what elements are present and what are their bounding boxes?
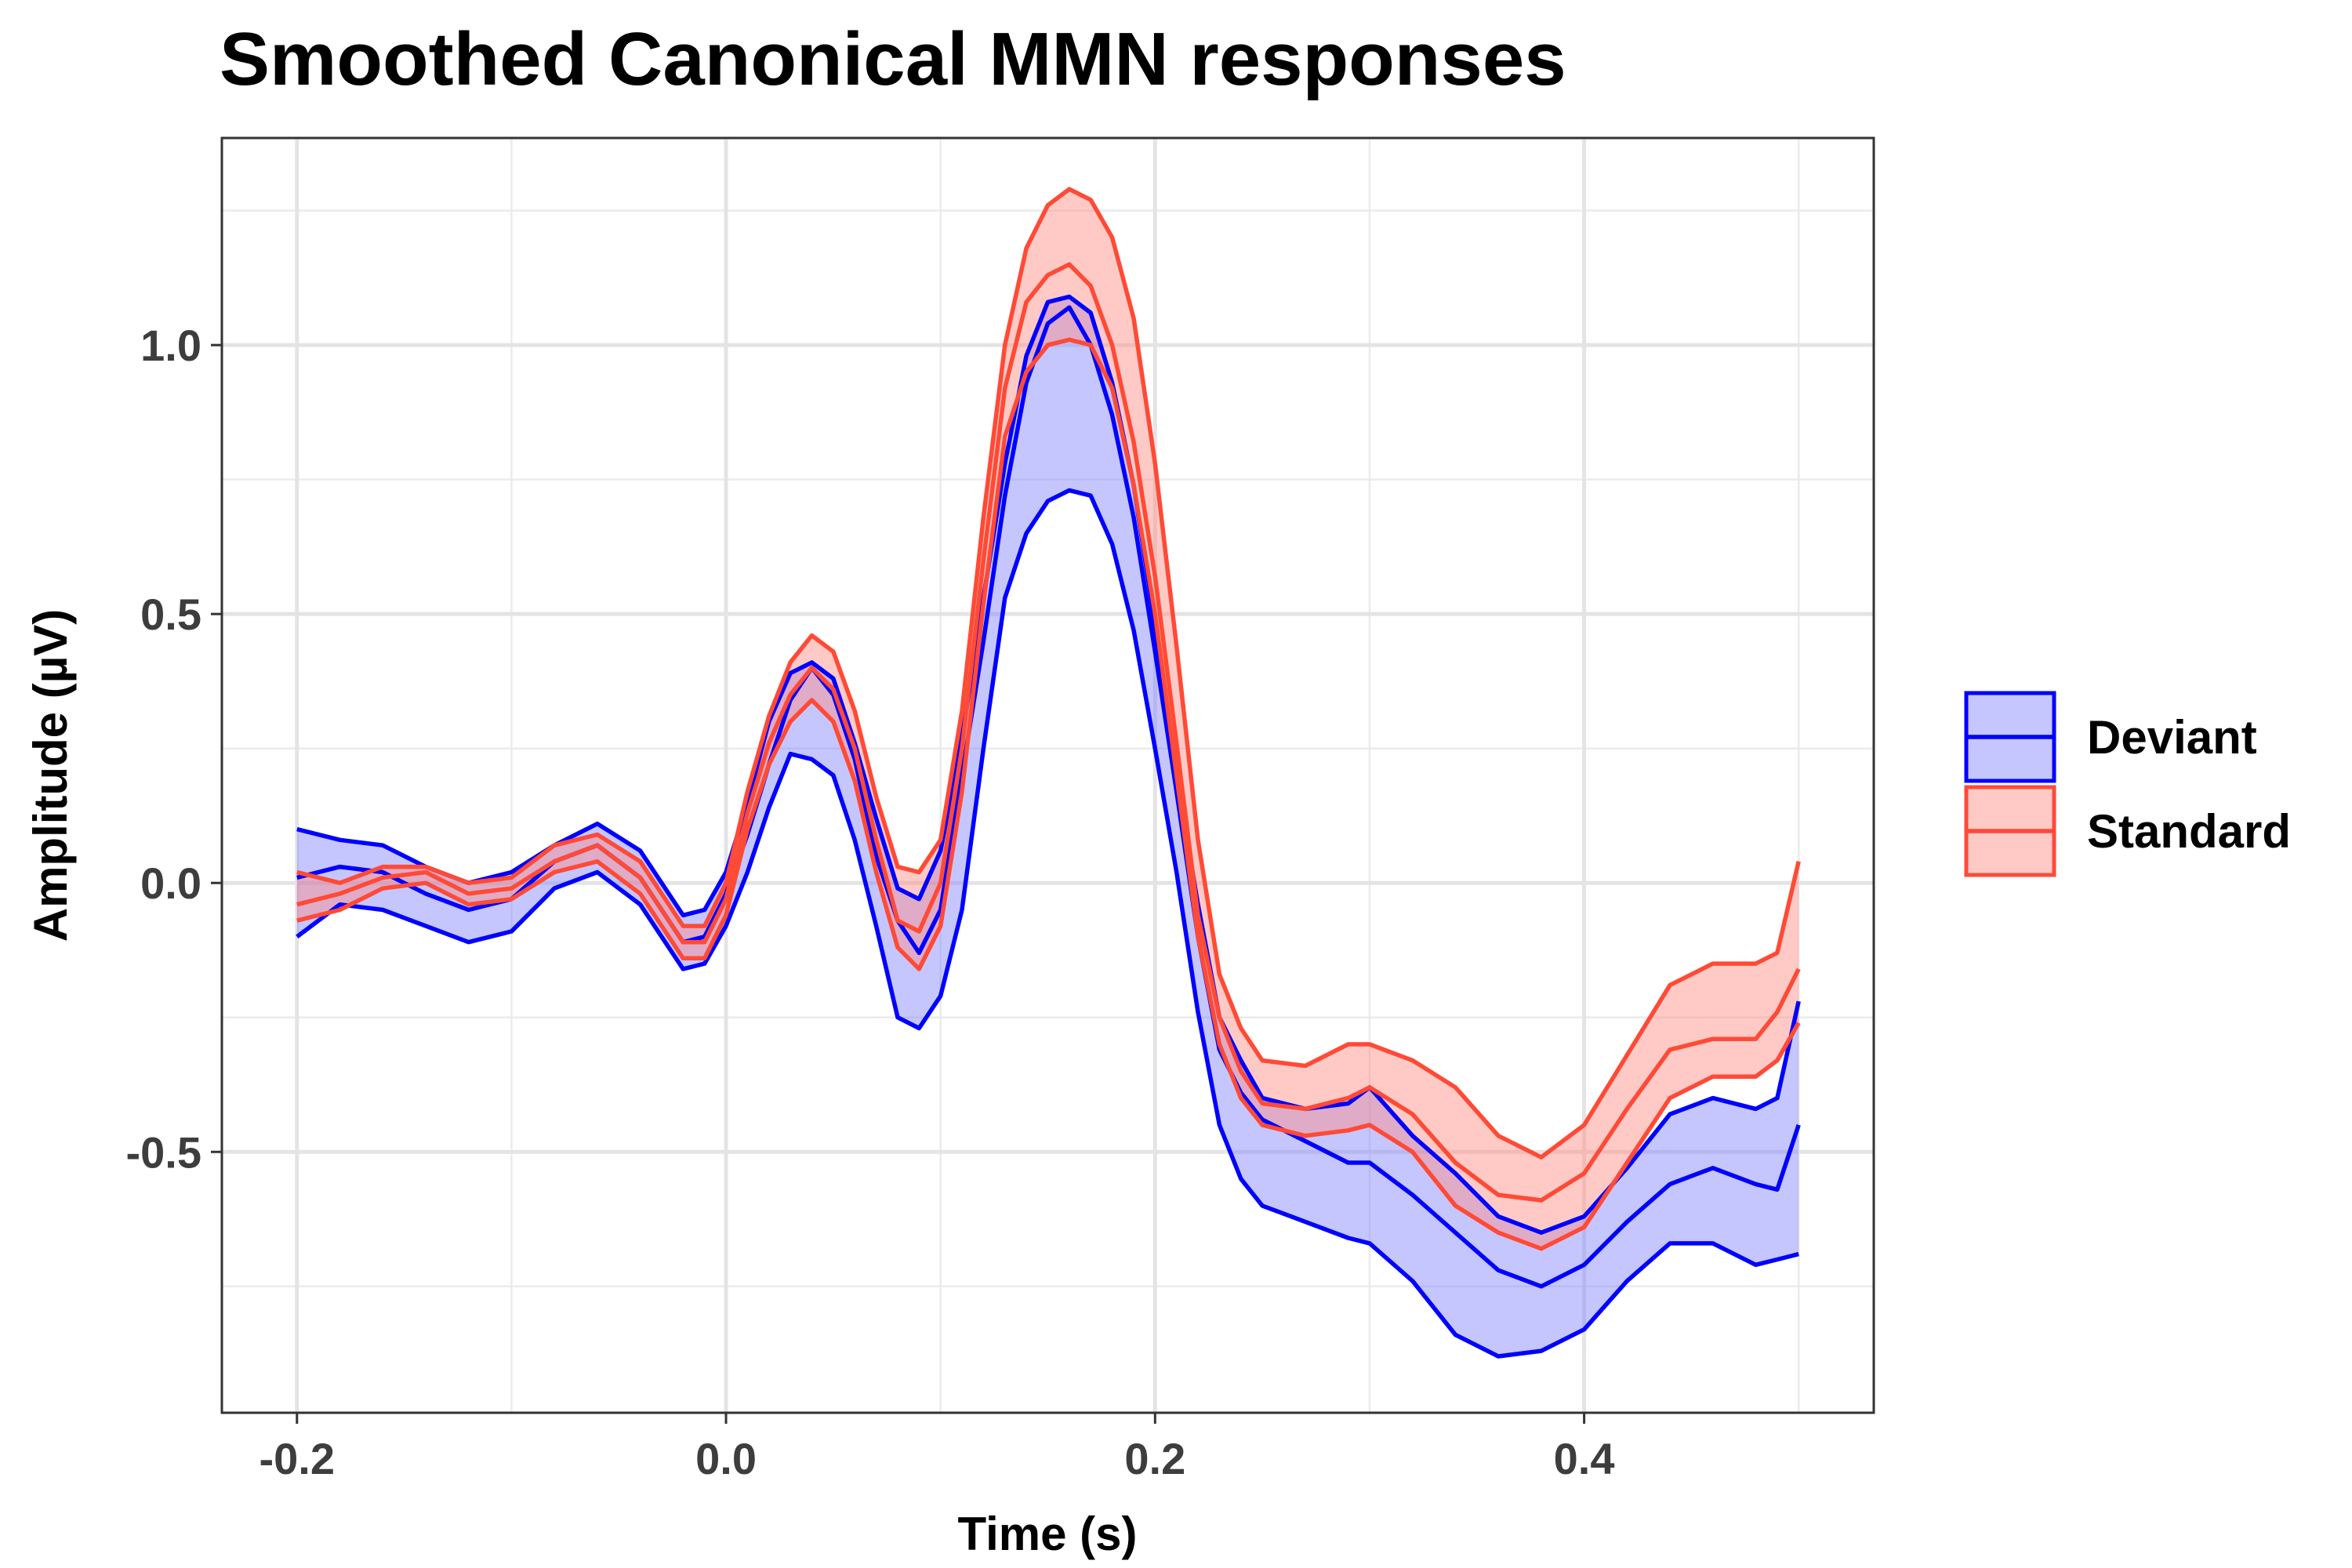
grid-minor bbox=[222, 138, 1874, 1413]
chart-title: Smoothed Canonical MMN responses bbox=[220, 17, 1566, 101]
x-axis-title: Time (s) bbox=[958, 1508, 1138, 1560]
x-axis: -0.2 0.0 0.2 0.4 bbox=[260, 1413, 1615, 1483]
y-tick-label-3: 1.0 bbox=[140, 321, 201, 370]
standard-mean-line bbox=[296, 262, 1801, 1203]
deviant-ribbon bbox=[296, 296, 1799, 1356]
y-axis-title: Amplitude (µV) bbox=[24, 609, 77, 942]
y-tick-label-2: 0.5 bbox=[140, 590, 201, 639]
standard-upper-bound bbox=[296, 187, 1801, 1160]
legend: Deviant Standard bbox=[1964, 691, 2291, 877]
legend-item-standard: Standard bbox=[1964, 785, 2291, 877]
y-tick-label-1: 0.0 bbox=[140, 858, 201, 908]
x-tick-label-3: 0.4 bbox=[1554, 1434, 1615, 1483]
x-tick-label-0: -0.2 bbox=[260, 1434, 336, 1483]
x-tick-label-1: 0.0 bbox=[695, 1434, 757, 1483]
legend-item-deviant: Deviant bbox=[1964, 691, 2257, 783]
grid-major bbox=[222, 138, 1874, 1413]
standard-lower-bound bbox=[296, 337, 1801, 1251]
plot-border bbox=[220, 136, 1875, 1414]
deviant-lower-bound bbox=[296, 488, 1799, 1359]
y-axis: -0.5 0.0 0.5 1.0 bbox=[126, 321, 222, 1177]
deviant-upper-bound bbox=[296, 294, 1801, 1235]
legend-label-deviant: Deviant bbox=[2087, 711, 2257, 764]
legend-label-standard: Standard bbox=[2087, 805, 2291, 858]
y-tick-label-0: -0.5 bbox=[126, 1127, 202, 1177]
series-layer bbox=[296, 187, 1801, 1359]
x-tick-label-2: 0.2 bbox=[1124, 1434, 1185, 1483]
